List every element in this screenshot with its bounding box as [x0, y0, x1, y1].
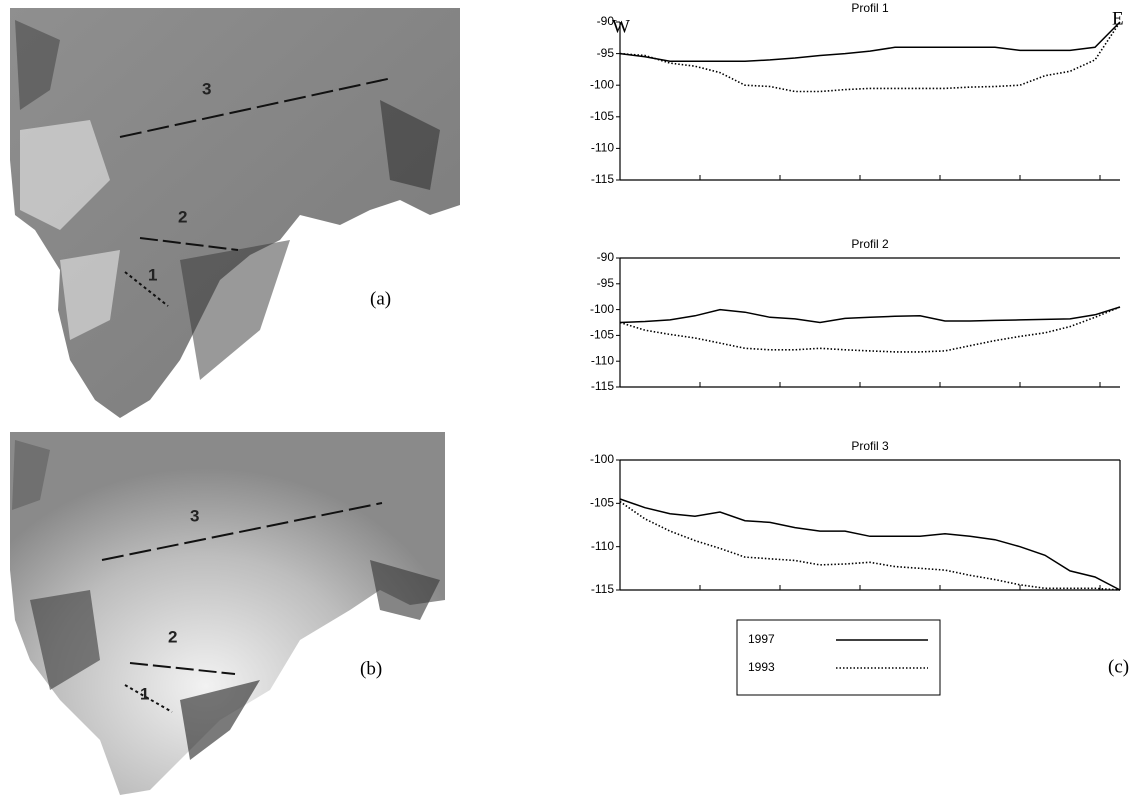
y-tick-label: -115	[591, 582, 614, 596]
y-tick-label: -115	[591, 172, 614, 186]
direction-label: W	[612, 16, 630, 37]
y-tick-label: -110	[591, 353, 614, 367]
legend-box	[736, 619, 941, 696]
y-tick-label: -105	[590, 496, 614, 510]
y-tick-label: -100	[590, 77, 614, 91]
series-line	[619, 306, 1121, 324]
y-tick-label: -105	[590, 328, 614, 342]
direction-label: E	[1112, 8, 1124, 29]
profile-line	[101, 502, 383, 561]
y-tick-label: -110	[591, 539, 614, 553]
y-tick-label: -90	[597, 250, 615, 264]
profile-number: 1	[140, 684, 149, 703]
series-line	[619, 306, 1121, 353]
profile-number: 2	[178, 207, 187, 226]
series-line	[619, 21, 1121, 62]
profile-number: 1	[148, 265, 157, 284]
panel-label: (c)	[1108, 656, 1129, 677]
panel-label: (a)	[370, 288, 391, 309]
series-line	[619, 21, 1121, 93]
y-tick-label: -95	[597, 46, 615, 60]
y-tick-label: -105	[590, 109, 614, 123]
series-line	[619, 498, 1121, 591]
profile-number: 3	[202, 79, 211, 98]
y-tick-label: -110	[591, 141, 614, 155]
chart-title: Profil 3	[851, 439, 889, 453]
y-tick-label: -115	[591, 379, 614, 393]
chart-title: Profil 1	[851, 1, 889, 15]
series-line	[619, 500, 1121, 591]
y-tick-label: -100	[590, 302, 614, 316]
panel-label: (b)	[360, 658, 382, 679]
y-tick-label: -95	[597, 276, 615, 290]
y-tick-label: -100	[590, 452, 614, 466]
profile-number: 2	[168, 627, 177, 646]
profile-number: 3	[190, 506, 199, 525]
legend-label: 1997	[748, 632, 775, 646]
legend-label: 1993	[748, 660, 775, 674]
image-b: 3 2 1	[10, 432, 445, 795]
profile-line	[119, 77, 393, 138]
chart-title: Profil 2	[851, 237, 889, 251]
y-tick-label: -90	[597, 14, 615, 28]
image-a: 3 2 1	[10, 8, 460, 418]
profile-line	[129, 662, 236, 675]
profile-line	[139, 237, 239, 251]
